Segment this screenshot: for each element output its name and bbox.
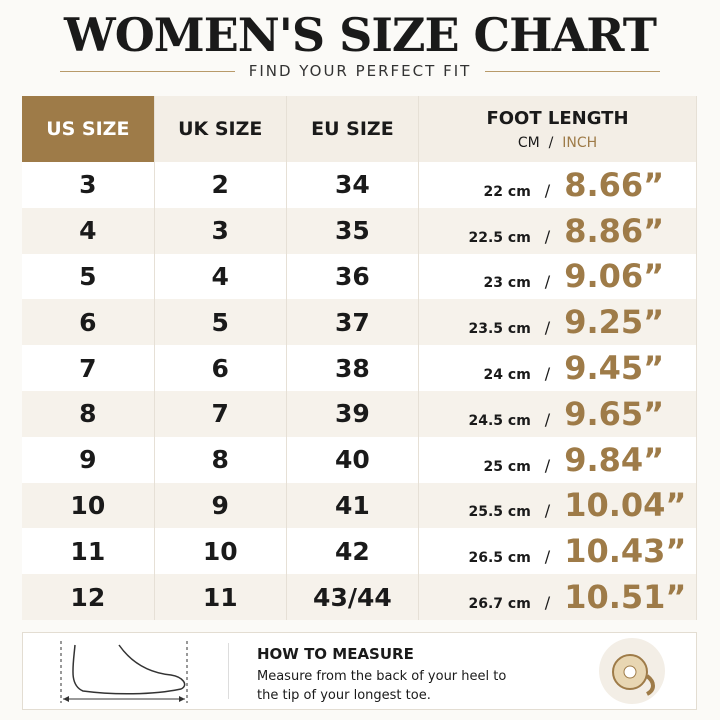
size-cell: 39 — [286, 390, 420, 437]
size-cell: 5 — [22, 253, 155, 300]
size-cell: 10 — [22, 482, 155, 529]
separator: / — [544, 501, 551, 521]
table-row: 3 2 34 22 cm / 8.66” — [22, 162, 697, 208]
inch-value: 10.04” — [564, 486, 687, 525]
column-title: FOOT LENGTH — [486, 107, 629, 129]
separator: / — [544, 272, 551, 292]
length-cell: 26.7 cm / 10.51” — [418, 574, 697, 620]
length-cell: 23 cm / 9.06” — [418, 253, 697, 300]
cm-value: 23 cm — [483, 275, 531, 292]
title: WOMEN'S SIZE CHART — [64, 8, 657, 62]
length-cell: 25 cm / 9.84” — [418, 436, 697, 483]
inch-value: 10.43” — [564, 532, 687, 571]
length-cell: 22 cm / 8.66” — [418, 162, 697, 208]
size-cell: 7 — [22, 345, 155, 391]
unit: CM — [517, 134, 540, 151]
measure-text: Measure from the back of your heel to th… — [257, 669, 507, 703]
subtitle: FIND YOUR PERFECT FIT — [248, 62, 472, 80]
size-cell: 8 — [154, 436, 287, 483]
size-cell: 5 — [154, 299, 287, 346]
unit: INCH — [562, 134, 598, 151]
length-cell: 24 cm / 9.45” — [418, 345, 697, 391]
size-cell: 3 — [154, 207, 287, 254]
size-cell: 8 — [22, 390, 155, 437]
size-table: US SIZE UK SIZE EU SIZE FOOT LENGTH CM / … — [22, 96, 697, 620]
length-cell: 23.5 cm / 9.25” — [418, 299, 697, 346]
size-cell: 42 — [286, 528, 420, 575]
separator: / — [544, 364, 551, 384]
separator: / — [544, 455, 551, 475]
size-cell: 6 — [154, 345, 287, 391]
table-row: 9 8 40 25 cm / 9.84” — [22, 436, 697, 483]
size-cell: 38 — [286, 345, 420, 391]
column-header: EU SIZE — [286, 96, 420, 162]
table-row: 12 11 43/44 26.7 cm / 10.51” — [22, 574, 697, 620]
cm-value: 26.5 cm — [468, 550, 531, 567]
size-cell: 10 — [154, 528, 287, 575]
header-row: US SIZE UK SIZE EU SIZE FOOT LENGTH CM / … — [22, 96, 697, 162]
subtitle-row: FIND YOUR PERFECT FIT — [0, 62, 720, 80]
separator: / — [544, 318, 551, 338]
cm-value: 26.7 cm — [468, 596, 531, 613]
cm-value: 24.5 cm — [468, 412, 531, 429]
cm-value: 22 cm — [483, 183, 531, 200]
table-row: 10 9 41 25.5 cm / 10.04” — [22, 482, 697, 529]
inch-value: 8.86” — [564, 211, 665, 250]
size-cell: 11 — [22, 528, 155, 575]
size-cell: 41 — [286, 482, 420, 529]
size-cell: 36 — [286, 253, 420, 300]
size-cell: 35 — [286, 207, 420, 254]
cm-value: 25.5 cm — [468, 504, 531, 521]
table-row: 4 3 35 22.5 cm / 8.86” — [22, 207, 697, 254]
size-cell: 4 — [154, 253, 287, 300]
cm-value: 23.5 cm — [468, 321, 531, 338]
column-header: US SIZE — [22, 96, 155, 162]
length-cell: 26.5 cm / 10.43” — [418, 528, 697, 575]
length-cell: 24.5 cm / 9.65” — [418, 390, 697, 437]
size-cell: 11 — [154, 574, 287, 620]
size-cell: 4 — [22, 207, 155, 254]
length-cell: 22.5 cm / 8.86” — [418, 207, 697, 254]
table-row: 6 5 37 23.5 cm / 9.25” — [22, 299, 697, 346]
foot-icon — [60, 641, 188, 703]
inch-value: 9.45” — [564, 349, 665, 388]
size-cell: 7 — [154, 390, 287, 437]
separator: / — [544, 593, 551, 613]
separator: / — [544, 226, 551, 246]
cm-value: 22.5 cm — [468, 229, 531, 246]
inch-value: 9.65” — [564, 394, 665, 433]
separator: / — [544, 180, 551, 200]
measure-box: HOW TO MEASURE Measure from the back of … — [22, 632, 697, 710]
size-cell: 3 — [22, 162, 155, 208]
inch-value: 9.25” — [564, 303, 665, 342]
measure-title: HOW TO MEASURE — [257, 645, 414, 663]
size-cell: 43/44 — [286, 574, 420, 620]
table-row: 11 10 42 26.5 cm / 10.43” — [22, 528, 697, 575]
size-cell: 2 — [154, 162, 287, 208]
size-cell: 37 — [286, 299, 420, 346]
table-row: 5 4 36 23 cm / 9.06” — [22, 253, 697, 300]
cm-value: 25 cm — [483, 458, 531, 475]
size-cell: 9 — [154, 482, 287, 529]
length-cell: 25.5 cm / 10.04” — [418, 482, 697, 529]
inch-value: 10.51” — [564, 578, 687, 617]
separator: / — [548, 134, 554, 151]
size-cell: 6 — [22, 299, 155, 346]
cm-value: 24 cm — [483, 367, 531, 384]
column-header: UK SIZE — [154, 96, 287, 162]
column-header: FOOT LENGTH CM / INCH — [418, 96, 697, 162]
separator: / — [544, 547, 551, 567]
inch-value: 9.06” — [564, 257, 665, 296]
separator: / — [544, 409, 551, 429]
size-cell: 9 — [22, 436, 155, 483]
inch-value: 8.66” — [564, 165, 665, 204]
size-cell: 12 — [22, 574, 155, 620]
table-row: 7 6 38 24 cm / 9.45” — [22, 345, 697, 391]
size-cell: 34 — [286, 162, 420, 208]
size-cell: 40 — [286, 436, 420, 483]
inch-value: 9.84” — [564, 440, 665, 479]
tape-icon — [599, 638, 665, 704]
table-row: 8 7 39 24.5 cm / 9.65” — [22, 390, 697, 437]
